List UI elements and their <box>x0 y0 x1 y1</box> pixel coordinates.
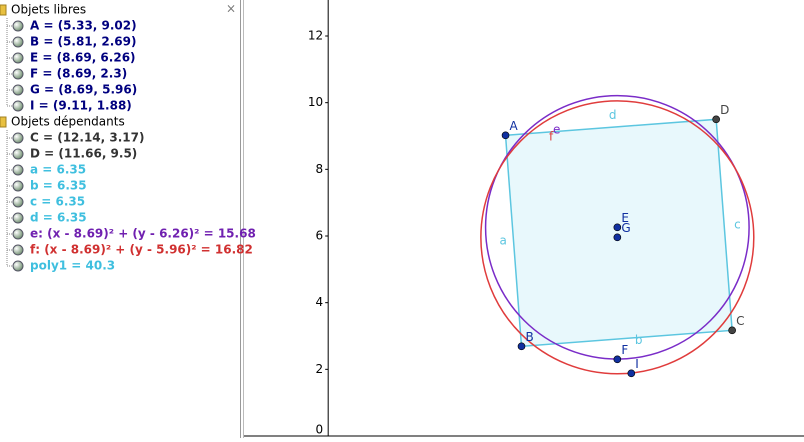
point-label: C <box>736 314 744 328</box>
point[interactable] <box>712 115 720 124</box>
object-item[interactable]: e: (x - 8.69)² + (y - 6.26)² = 15.68 <box>30 227 256 241</box>
object-icon[interactable] <box>12 52 24 64</box>
circle-label: e <box>553 123 560 137</box>
object-icon[interactable] <box>12 212 24 224</box>
object-item[interactable]: F = (8.69, 2.3) <box>30 67 127 81</box>
close-button[interactable]: × <box>226 2 236 16</box>
group-title[interactable]: Objets libres <box>11 3 86 17</box>
circle-label: f <box>549 130 554 144</box>
point-label: I <box>635 357 639 371</box>
point[interactable] <box>501 131 510 140</box>
point[interactable] <box>517 342 526 351</box>
object-icon[interactable] <box>12 20 24 32</box>
side-label: d <box>609 108 617 122</box>
point[interactable] <box>613 355 622 364</box>
object-icon[interactable] <box>12 180 24 192</box>
object-item[interactable]: poly1 = 40.3 <box>30 259 115 273</box>
circle <box>480 100 755 375</box>
y-tick-label: 6 <box>316 229 324 243</box>
object-icon[interactable] <box>12 84 24 96</box>
object-icon[interactable] <box>12 36 24 48</box>
object-item[interactable]: A = (5.33, 9.02) <box>30 19 137 33</box>
object-icon[interactable] <box>12 164 24 176</box>
y-tick-label: 8 <box>316 162 324 176</box>
polygon <box>504 118 733 348</box>
object-item[interactable]: C = (12.14, 3.17) <box>30 131 145 145</box>
point-label: D <box>720 103 729 117</box>
object-item[interactable]: b = 6.35 <box>30 179 87 193</box>
object-item[interactable]: c = 6.35 <box>30 195 85 209</box>
y-tick-label: 2 <box>316 362 324 376</box>
object-icon[interactable] <box>12 132 24 144</box>
group-title[interactable]: Objets dépendants <box>11 115 125 129</box>
point-label: E <box>621 211 629 225</box>
object-item[interactable]: B = (5.81, 2.69) <box>30 35 136 49</box>
point[interactable] <box>627 369 636 378</box>
point-label: B <box>526 330 534 344</box>
object-icon[interactable] <box>12 148 24 160</box>
y-tick-label: 12 <box>308 29 323 43</box>
y-tick-label: 10 <box>308 95 323 109</box>
side-label: c <box>734 217 741 231</box>
object-item[interactable]: E = (8.69, 6.26) <box>30 51 136 65</box>
y-tick-label: 4 <box>316 295 324 309</box>
object-icon[interactable] <box>12 260 24 272</box>
object-icon[interactable] <box>12 100 24 112</box>
folder-icon <box>0 116 7 128</box>
point[interactable] <box>728 326 736 335</box>
point[interactable] <box>613 223 622 232</box>
object-item[interactable]: I = (9.11, 1.88) <box>30 99 132 113</box>
object-item[interactable]: d = 6.35 <box>30 211 87 225</box>
object-icon[interactable] <box>12 68 24 80</box>
object-icon[interactable] <box>12 244 24 256</box>
object-item[interactable]: D = (11.66, 9.5) <box>30 147 137 161</box>
object-item[interactable]: f: (x - 8.69)² + (y - 5.96)² = 16.82 <box>30 243 253 257</box>
point-label: F <box>621 343 628 357</box>
side-label: a <box>500 233 507 247</box>
algebra-panel <box>0 0 240 438</box>
object-icon[interactable] <box>12 228 24 240</box>
y-tick-label: 0 <box>316 423 324 437</box>
object-item[interactable]: G = (8.69, 5.96) <box>30 83 137 97</box>
object-icon[interactable] <box>12 196 24 208</box>
object-item[interactable]: a = 6.35 <box>30 163 86 177</box>
folder-icon <box>0 4 7 16</box>
side-label: b <box>635 333 643 347</box>
point[interactable] <box>613 233 622 242</box>
point-label: G <box>621 221 630 235</box>
point-label: A <box>510 119 519 133</box>
